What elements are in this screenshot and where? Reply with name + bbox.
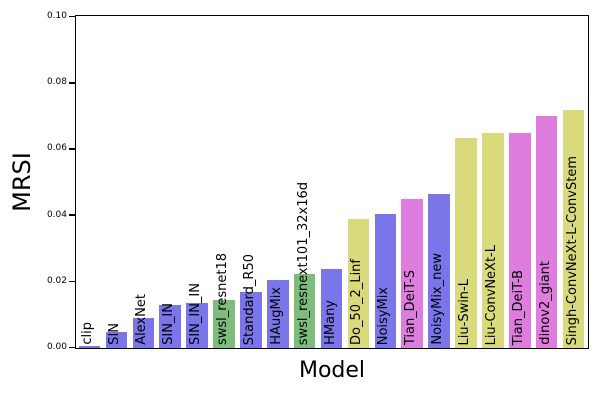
x-tick-label: Tian_DeiT-S bbox=[403, 269, 419, 345]
bar bbox=[320, 268, 343, 348]
bar bbox=[293, 273, 316, 348]
y-tick-mark bbox=[69, 280, 75, 283]
y-tick-label: 0.02 bbox=[46, 275, 67, 286]
y-tick-mark bbox=[69, 82, 75, 84]
x-tick-label: SIN bbox=[107, 323, 123, 345]
y-tick-mark bbox=[69, 148, 75, 150]
x-tick-label: Liu-ConvNeXt-L bbox=[483, 244, 499, 345]
y-tick-label: 0.06 bbox=[46, 143, 67, 154]
bar bbox=[535, 116, 558, 348]
bar bbox=[562, 109, 585, 348]
y-tick-label: 0.00 bbox=[46, 342, 67, 352]
x-tick-label: Liu-Swin-L bbox=[457, 278, 472, 345]
bar bbox=[401, 199, 423, 348]
x-tick-label: Standard_R50 bbox=[241, 253, 257, 345]
x-tick-label: HMany bbox=[322, 300, 338, 345]
bar bbox=[159, 305, 181, 348]
x-tick-label: SIN_IN bbox=[161, 303, 177, 345]
bar bbox=[482, 132, 504, 348]
x-tick-label: swsl_resnext101_32x16d bbox=[295, 181, 311, 345]
y-axis-label: MRSI bbox=[8, 152, 36, 212]
x-tick-label: Singh-ConvNeXt-L-ConvStem bbox=[564, 155, 580, 345]
x-tick-label: SIN_IN_IN bbox=[188, 283, 203, 345]
bar bbox=[509, 132, 531, 348]
bar bbox=[186, 303, 208, 348]
x-tick-label: Do_50_2_Linf bbox=[349, 259, 365, 345]
x-tick-label: HAugMix bbox=[268, 287, 284, 345]
x-axis-label: Model bbox=[298, 358, 366, 383]
x-tick-label: NoisyMix_new bbox=[430, 253, 446, 345]
plot-area: clip SIN AlexNet SIN_IN SIN_IN_IN swsl_resnet… bbox=[75, 15, 589, 349]
x-tick-label: AlexNet bbox=[134, 294, 150, 345]
bar bbox=[374, 213, 396, 348]
x-tick-label: swsl_resnet18 bbox=[214, 253, 230, 345]
y-tick-label: 0.10 bbox=[46, 11, 67, 21]
y-tick-mark bbox=[69, 346, 75, 349]
y-tick-mark bbox=[69, 214, 75, 216]
bar bbox=[105, 331, 128, 348]
bar bbox=[240, 291, 262, 348]
bar bbox=[428, 194, 450, 348]
bar bbox=[347, 218, 370, 348]
x-tick-label: dinov2_giant bbox=[537, 261, 553, 345]
bar bbox=[132, 318, 154, 348]
bar bbox=[213, 300, 235, 348]
y-tick-label: 0.08 bbox=[46, 77, 67, 88]
bar bbox=[455, 137, 477, 348]
x-tick-label: NoisyMix bbox=[376, 286, 392, 345]
bar bbox=[267, 280, 289, 348]
y-tick-mark bbox=[69, 15, 75, 18]
bar bbox=[78, 346, 101, 348]
y-tick-label: 0.04 bbox=[46, 209, 67, 220]
x-tick-label: Tian_DeiT-B bbox=[510, 269, 526, 345]
x-tick-label: clip bbox=[80, 322, 96, 345]
